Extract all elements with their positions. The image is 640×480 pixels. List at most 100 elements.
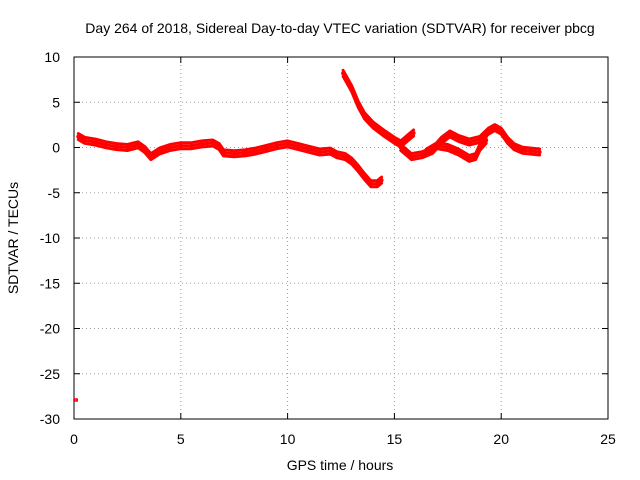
data-point <box>375 181 380 186</box>
data-point <box>189 143 194 148</box>
series-band-4 <box>424 135 489 163</box>
data-point <box>467 140 472 145</box>
x-tick-label: 10 <box>280 431 296 447</box>
data-point <box>125 145 130 150</box>
x-tick-label: 25 <box>600 431 616 447</box>
data-point <box>93 140 98 145</box>
data-point <box>242 150 247 155</box>
data-point <box>477 137 482 142</box>
series-band-2 <box>341 68 416 149</box>
y-tick-label: -5 <box>48 185 61 201</box>
grid-lines <box>74 57 608 419</box>
data-point <box>217 144 222 149</box>
data-point <box>435 143 440 148</box>
data-point <box>168 145 173 150</box>
data-point <box>405 136 410 141</box>
data-point <box>157 149 162 154</box>
data-point <box>142 147 147 152</box>
data-point <box>484 138 489 143</box>
series-line <box>424 141 488 163</box>
data-point <box>411 131 416 135</box>
data-point <box>232 151 237 156</box>
data-point <box>114 144 119 149</box>
data-point <box>264 146 269 151</box>
y-tick-label: 0 <box>52 140 60 156</box>
y-tick-label: -30 <box>40 411 60 427</box>
data-point <box>317 150 322 154</box>
y-tick-label: 5 <box>52 94 60 110</box>
data-point <box>362 174 367 179</box>
data-point <box>148 154 153 159</box>
x-tick-label: 0 <box>70 431 78 447</box>
y-axis-ticks: 10 5 0 -5 -10 -15 -20 -25 -30 <box>40 49 608 427</box>
data-point <box>447 131 452 136</box>
data-point <box>505 138 510 143</box>
data-point <box>398 145 403 150</box>
y-tick-label: -20 <box>40 321 60 337</box>
data-point <box>424 150 429 154</box>
y-axis-label: SDTVAR / TECUs <box>5 182 21 294</box>
x-axis-label: GPS time / hours <box>287 457 394 473</box>
series-group <box>73 68 542 402</box>
data-point <box>334 152 339 157</box>
data-point <box>104 142 108 147</box>
data-point <box>371 122 375 127</box>
data-point <box>409 154 414 159</box>
y-tick-label: -10 <box>40 230 60 246</box>
data-point <box>307 147 311 152</box>
data-point <box>420 152 425 157</box>
data-point <box>178 143 183 148</box>
data-point <box>356 166 361 171</box>
data-point <box>439 138 444 143</box>
data-point <box>341 71 346 76</box>
data-point <box>296 144 301 149</box>
series-line <box>76 132 384 183</box>
data-point <box>76 134 81 139</box>
y-tick-label: 10 <box>44 49 60 65</box>
x-tick-label: 5 <box>177 431 185 447</box>
data-point <box>381 131 386 135</box>
data-point <box>343 154 348 159</box>
data-point <box>349 86 354 91</box>
data-point <box>456 136 461 141</box>
data-point <box>445 145 450 150</box>
data-point <box>82 138 87 143</box>
data-point <box>379 178 384 183</box>
data-point <box>492 125 497 130</box>
data-point <box>512 144 516 149</box>
data-point <box>392 138 397 143</box>
data-point <box>76 399 79 401</box>
x-axis-ticks: 0 5 10 15 20 25 <box>70 57 616 447</box>
y-tick-label: -25 <box>40 366 60 382</box>
data-point <box>368 181 373 186</box>
data-point <box>200 141 205 146</box>
x-tick-label: 20 <box>493 431 509 447</box>
chart-title: Day 264 of 2018, Sidereal Day-to-day VTE… <box>85 20 594 36</box>
data-point <box>356 102 361 107</box>
data-point <box>253 149 258 154</box>
data-point <box>349 159 354 164</box>
data-point <box>529 149 534 154</box>
data-point <box>477 145 482 150</box>
data-point <box>456 150 461 154</box>
y-tick-label: -15 <box>40 275 60 291</box>
data-point <box>210 141 215 145</box>
data-point <box>285 141 290 146</box>
data-point <box>136 142 141 147</box>
series-line <box>76 138 384 189</box>
series-band-1 <box>76 132 384 189</box>
series-line <box>341 74 416 149</box>
data-point <box>486 129 491 134</box>
data-point <box>537 150 542 154</box>
data-point <box>221 150 226 155</box>
data-point <box>274 143 279 148</box>
data-point <box>73 399 75 401</box>
data-point <box>328 149 333 154</box>
data-point <box>467 156 472 161</box>
data-point <box>520 148 525 153</box>
data-point <box>473 154 478 159</box>
x-tick-label: 15 <box>387 431 403 447</box>
data-point <box>362 113 367 118</box>
data-point <box>499 129 504 134</box>
